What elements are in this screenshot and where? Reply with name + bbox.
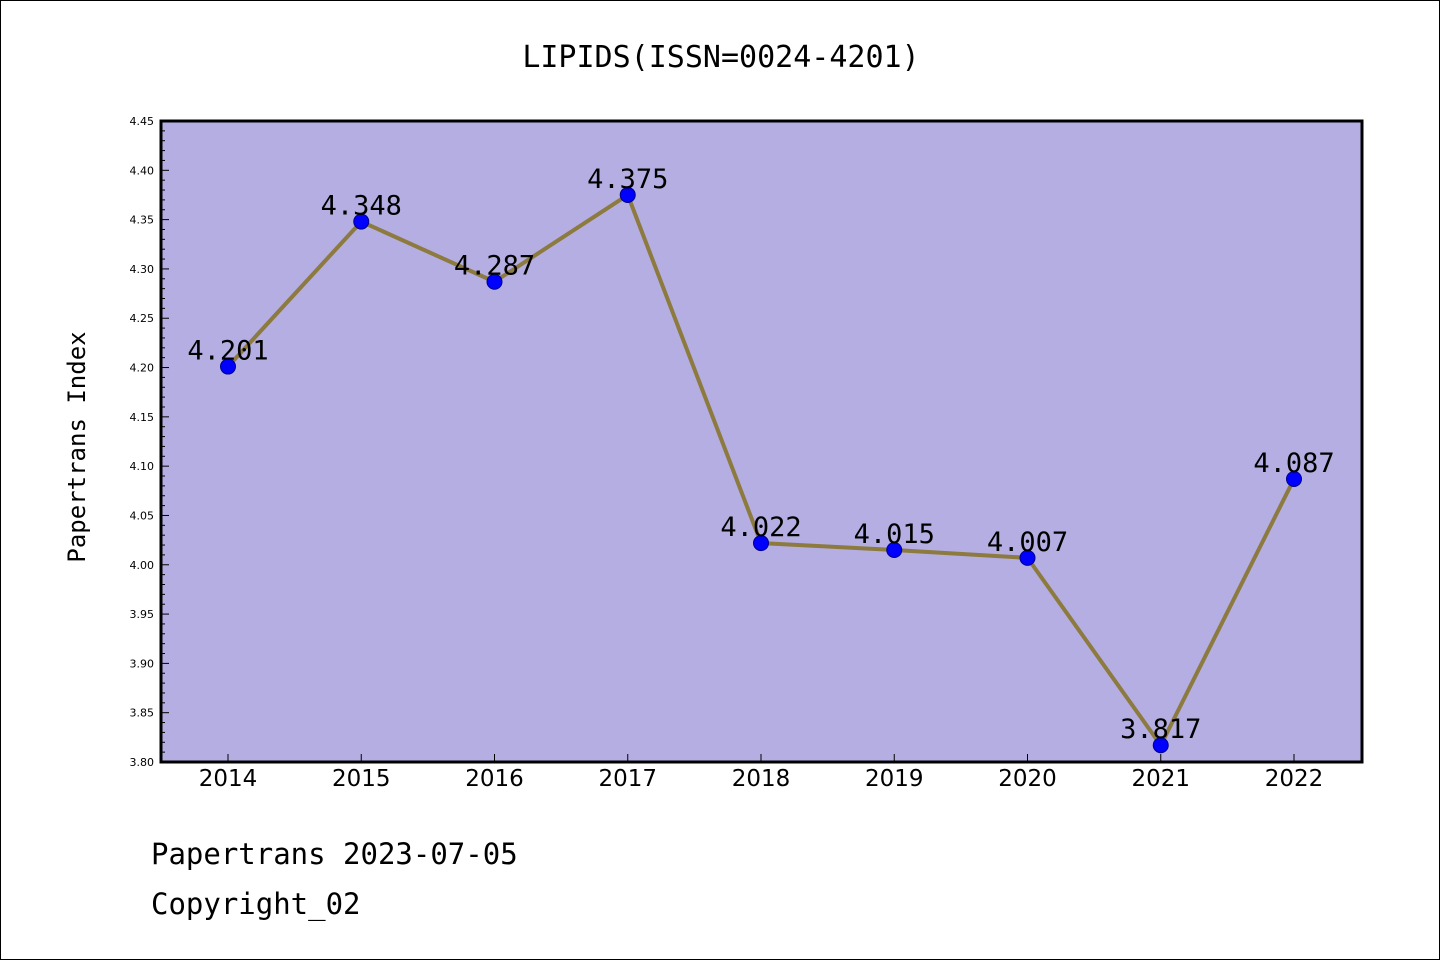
x-tick-label: 2019 [865, 766, 924, 792]
data-label: 4.007 [987, 527, 1068, 558]
data-point-marker [619, 186, 636, 203]
footer-date-text: Papertrans 2023-07-05 [151, 837, 518, 871]
x-tick-label: 2022 [1265, 766, 1324, 792]
data-label: 3.817 [1120, 714, 1201, 745]
x-tick-label: 2016 [465, 766, 524, 792]
y-axis: 3.80 3.85 3.90 3.95 4.00 4.05 4.10 4.15 4.20 4.25… [130, 115, 169, 769]
y-tick-label: 4.10 [130, 460, 155, 473]
y-tick-label: 4.40 [130, 164, 155, 177]
y-tick-label: 3.85 [130, 707, 155, 720]
footer-copyright-text: Copyright_02 [151, 887, 361, 921]
y-tick-label: 4.45 [130, 115, 155, 128]
y-axis-title: Papertrans Index [63, 331, 91, 562]
data-label: 4.087 [1253, 448, 1334, 479]
x-axis: 2014 2015 2016 2017 2018 2019 2020 2021 2022 [199, 754, 1324, 792]
y-tick-label: 4.25 [130, 312, 155, 325]
x-tick-label: 2021 [1131, 766, 1190, 792]
x-tick-label: 2014 [199, 766, 258, 792]
y-tick-label: 3.80 [130, 756, 155, 769]
data-point-marker [1152, 737, 1169, 754]
y-tick-label: 4.30 [130, 263, 155, 276]
y-tick-label: 4.35 [130, 214, 155, 227]
x-tick-label: 2017 [598, 766, 657, 792]
data-label: 4.015 [854, 519, 935, 550]
y-tick-label: 3.90 [130, 657, 155, 670]
data-point-marker [353, 213, 370, 230]
data-label: 4.375 [587, 164, 668, 195]
data-points [220, 186, 1302, 754]
data-label: 4.201 [187, 336, 268, 367]
y-tick-label: 4.15 [130, 411, 155, 424]
data-point-marker [1286, 470, 1302, 487]
x-tick-label: 2018 [732, 766, 791, 792]
data-label: 4.348 [321, 191, 402, 222]
data-label: 4.287 [454, 251, 535, 282]
y-tick-label: 3.95 [130, 608, 155, 621]
x-tick-label: 2015 [332, 766, 391, 792]
chart-title: LIPIDS(ISSN=0024-4201) [522, 40, 919, 75]
data-point-marker [1019, 549, 1036, 566]
y-tick-label: 4.20 [130, 362, 155, 375]
data-label: 4.022 [720, 512, 801, 543]
y-tick-label: 4.05 [130, 509, 155, 522]
data-point-marker [753, 535, 769, 552]
data-point-marker [886, 541, 903, 558]
data-point-marker [220, 358, 236, 375]
data-labels: 4.201 4.348 4.287 4.375 4.022 4.015 4.007 3.817… [187, 164, 1334, 745]
y-tick-label: 4.00 [130, 559, 155, 572]
x-tick-label: 2020 [998, 766, 1057, 792]
data-point-marker [486, 273, 503, 290]
